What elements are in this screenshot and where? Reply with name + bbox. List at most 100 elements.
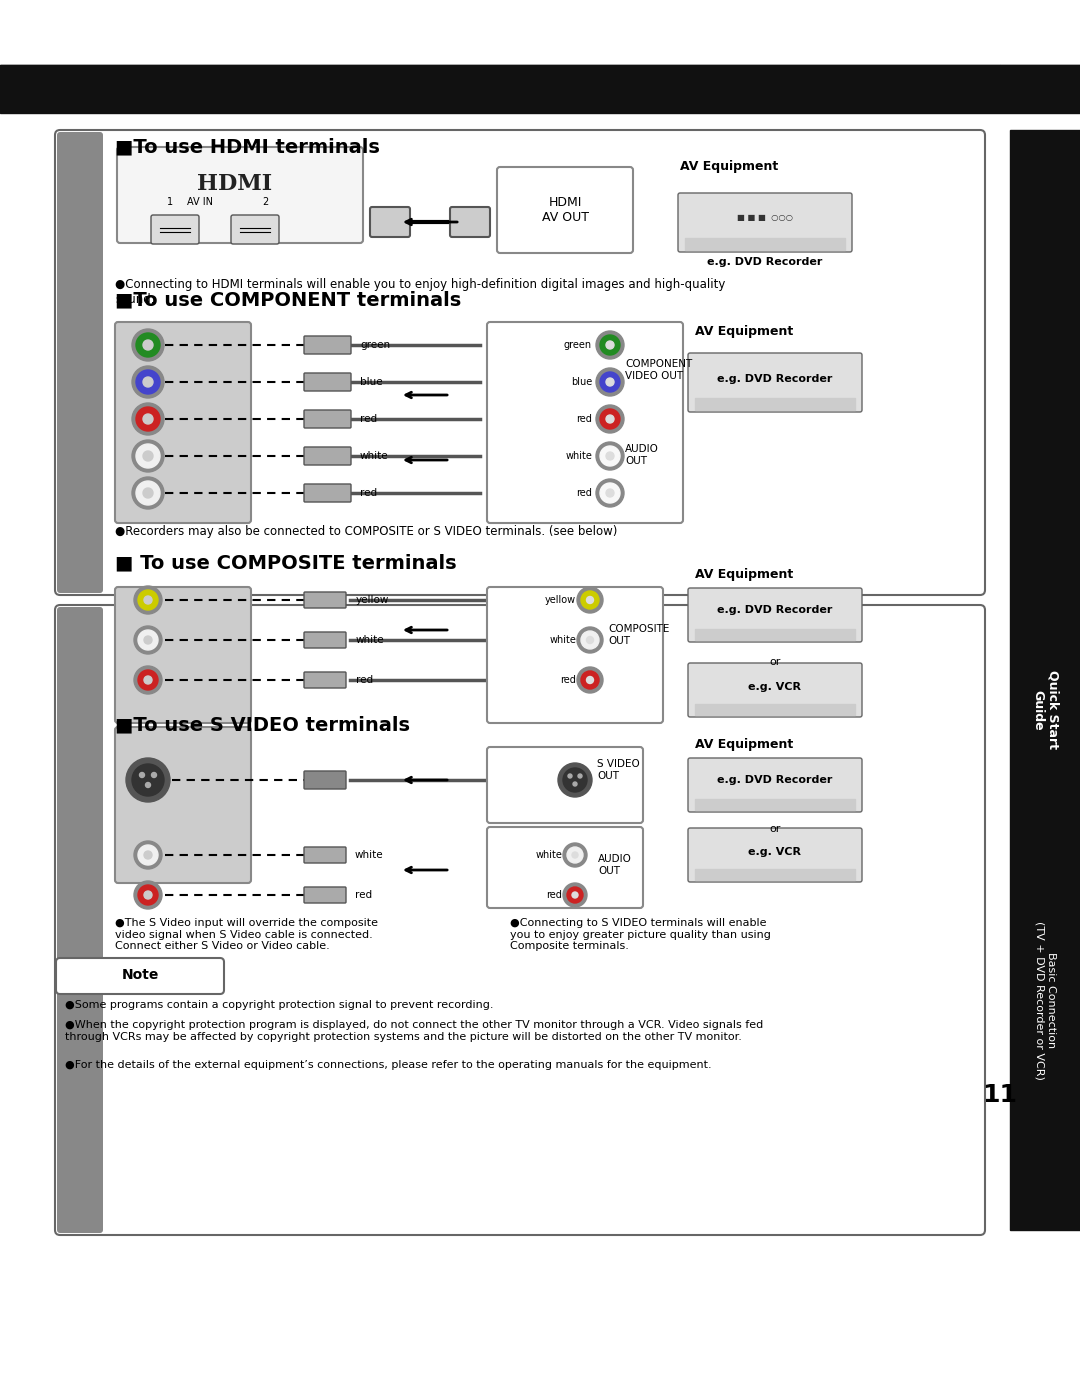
FancyBboxPatch shape: [117, 147, 363, 243]
Text: red: red: [360, 414, 377, 425]
Circle shape: [600, 409, 620, 429]
FancyBboxPatch shape: [57, 131, 103, 592]
Text: ■To use COMPONENT terminals: ■To use COMPONENT terminals: [114, 291, 461, 309]
Text: AV Equipment: AV Equipment: [696, 569, 793, 581]
Circle shape: [151, 773, 157, 778]
Text: green: green: [360, 339, 390, 351]
Circle shape: [126, 759, 170, 802]
Circle shape: [144, 636, 152, 644]
Circle shape: [586, 637, 594, 644]
Text: 2: 2: [261, 197, 268, 207]
Circle shape: [138, 590, 158, 610]
FancyBboxPatch shape: [303, 887, 346, 902]
FancyBboxPatch shape: [114, 726, 251, 883]
Circle shape: [139, 773, 145, 778]
Circle shape: [578, 774, 582, 778]
Circle shape: [132, 402, 164, 434]
Circle shape: [134, 841, 162, 869]
FancyBboxPatch shape: [497, 168, 633, 253]
Text: Standard-Definition: Standard-Definition: [18, 823, 36, 1007]
Bar: [0, 66, 1080, 113]
FancyBboxPatch shape: [303, 631, 346, 648]
Text: white: white: [549, 636, 576, 645]
Circle shape: [138, 886, 158, 905]
Circle shape: [600, 483, 620, 503]
Circle shape: [136, 444, 160, 468]
FancyBboxPatch shape: [688, 588, 862, 643]
FancyBboxPatch shape: [303, 409, 351, 427]
FancyBboxPatch shape: [55, 130, 985, 595]
FancyBboxPatch shape: [303, 337, 351, 353]
FancyBboxPatch shape: [151, 215, 199, 244]
Text: red: red: [576, 414, 592, 425]
Circle shape: [606, 453, 615, 460]
Text: green: green: [564, 339, 592, 351]
Circle shape: [144, 891, 152, 900]
FancyBboxPatch shape: [56, 958, 224, 995]
Text: ■ ■ ■  ○○○: ■ ■ ■ ○○○: [737, 212, 793, 222]
Circle shape: [577, 666, 603, 693]
Text: AV IN: AV IN: [187, 197, 213, 207]
Text: red: red: [355, 890, 373, 900]
FancyBboxPatch shape: [55, 605, 985, 1235]
FancyBboxPatch shape: [303, 447, 351, 465]
Text: red: red: [360, 488, 377, 497]
Text: e.g. VCR: e.g. VCR: [748, 847, 801, 856]
Text: COMPONENT
VIDEO OUT: COMPONENT VIDEO OUT: [625, 359, 692, 381]
Circle shape: [581, 631, 599, 650]
Circle shape: [577, 587, 603, 613]
Circle shape: [606, 415, 615, 423]
FancyBboxPatch shape: [303, 847, 346, 863]
Circle shape: [600, 446, 620, 467]
Circle shape: [132, 440, 164, 472]
Text: white: white: [356, 636, 384, 645]
Circle shape: [134, 626, 162, 654]
Text: red: red: [576, 488, 592, 497]
Circle shape: [596, 479, 624, 507]
FancyBboxPatch shape: [303, 592, 346, 608]
Text: e.g. VCR: e.g. VCR: [748, 682, 801, 692]
Circle shape: [596, 331, 624, 359]
Text: e.g. DVD Recorder: e.g. DVD Recorder: [717, 775, 833, 785]
Text: white: white: [535, 849, 562, 861]
Bar: [696, 799, 855, 810]
Bar: [1000, 66, 1080, 110]
FancyBboxPatch shape: [487, 747, 643, 823]
Text: or: or: [769, 824, 781, 834]
Text: 1: 1: [167, 197, 173, 207]
Text: Note: Note: [121, 968, 159, 982]
Circle shape: [144, 676, 152, 685]
Text: white: white: [565, 451, 592, 461]
Circle shape: [136, 332, 160, 358]
Text: e.g. DVD Recorder: e.g. DVD Recorder: [717, 374, 833, 384]
Text: AUDIO
OUT: AUDIO OUT: [625, 444, 659, 465]
Circle shape: [568, 774, 572, 778]
Circle shape: [572, 852, 578, 858]
Circle shape: [134, 666, 162, 694]
Circle shape: [558, 763, 592, 798]
Text: AV Equipment: AV Equipment: [696, 326, 793, 338]
Circle shape: [577, 627, 603, 652]
Bar: [696, 629, 855, 640]
Circle shape: [563, 768, 588, 792]
FancyBboxPatch shape: [688, 759, 862, 812]
FancyBboxPatch shape: [370, 207, 410, 237]
Circle shape: [146, 782, 150, 788]
Circle shape: [144, 597, 152, 604]
Text: ●The S Video input will override the composite
video signal when S Video cable i: ●The S Video input will override the com…: [114, 918, 378, 951]
Circle shape: [563, 842, 588, 868]
Text: ■ To use COMPOSITE terminals: ■ To use COMPOSITE terminals: [114, 553, 457, 571]
Circle shape: [143, 414, 153, 425]
Circle shape: [596, 405, 624, 433]
Circle shape: [132, 366, 164, 398]
Circle shape: [138, 671, 158, 690]
Circle shape: [572, 893, 578, 898]
FancyBboxPatch shape: [487, 827, 643, 908]
FancyBboxPatch shape: [57, 608, 103, 1234]
Text: white: white: [355, 849, 383, 861]
Circle shape: [136, 370, 160, 394]
Text: AV Equipment: AV Equipment: [680, 161, 779, 173]
Circle shape: [138, 845, 158, 865]
Circle shape: [134, 585, 162, 615]
Circle shape: [132, 476, 164, 509]
